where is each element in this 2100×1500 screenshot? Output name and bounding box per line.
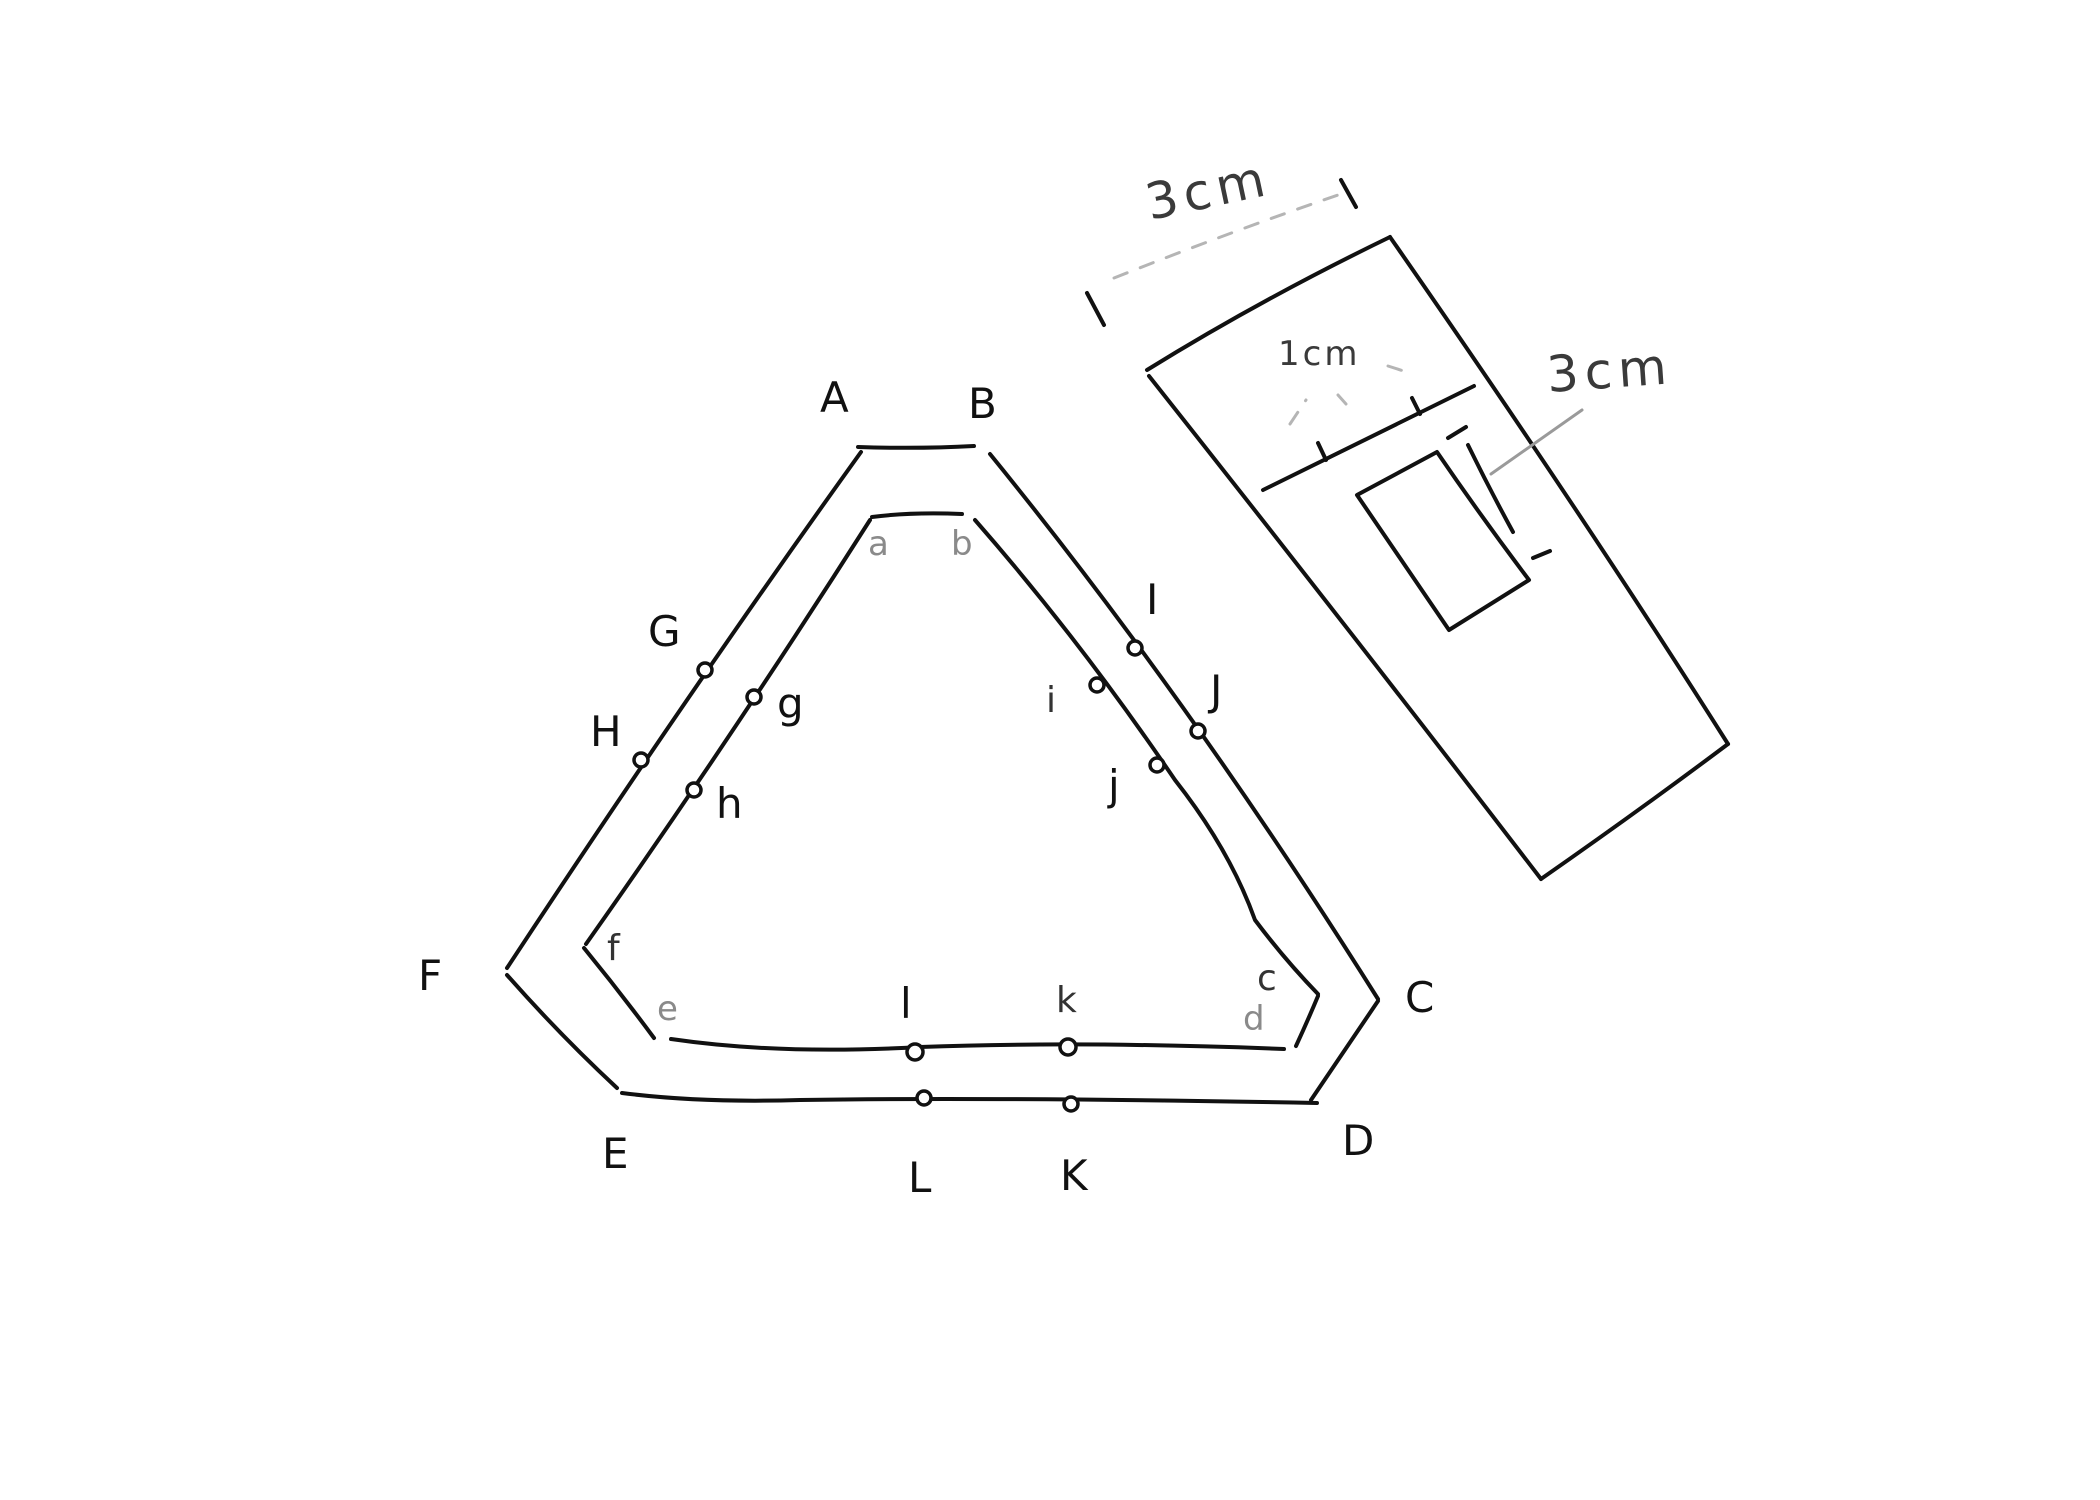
point-J [1189, 722, 1207, 740]
edge-CD [1309, 999, 1380, 1102]
edge-de [669, 1037, 1286, 1052]
label-l: l [900, 979, 912, 1028]
point-h [685, 781, 703, 799]
point-l [905, 1042, 925, 1062]
point-g [745, 688, 763, 706]
edge-BC [988, 452, 1380, 1001]
strip-width-tick-left [1085, 291, 1106, 327]
label-L: L [908, 1153, 932, 1202]
slot-width-tick-right [1410, 396, 1422, 416]
point-I [1126, 639, 1144, 657]
label-c: c [1257, 958, 1277, 999]
edge-fa [584, 518, 872, 946]
edge-DE [620, 1091, 1319, 1105]
label-F: F [418, 951, 442, 1000]
slot-width-dim-line [1261, 384, 1476, 492]
label-I: I [1146, 575, 1158, 624]
edge-cd [1294, 994, 1320, 1048]
label-d: d [1243, 999, 1265, 1039]
strip-width-dim-line [1112, 193, 1340, 280]
inner-labels: a b c d e f g h i j k l [607, 524, 1277, 1039]
edge-AB [856, 444, 976, 450]
strip-width-tick-right [1339, 178, 1358, 209]
label-b: b [951, 524, 973, 564]
point-j [1148, 756, 1166, 774]
label-e: e [657, 989, 678, 1029]
label-i: i [1046, 680, 1056, 721]
strip-left-edge [1147, 374, 1543, 881]
slot-length-tick-top [1446, 425, 1468, 440]
strip-width-label: 3cm [1140, 149, 1275, 232]
inner-frame [582, 511, 1320, 1052]
inner-points [685, 676, 1166, 1062]
label-A: A [820, 373, 849, 422]
slot-length-tick-bottom [1531, 549, 1552, 560]
point-H [632, 751, 650, 769]
label-G: G [648, 607, 681, 656]
label-J: J [1207, 666, 1222, 715]
outer-labels: A B C D E F G H I J K L [418, 373, 1434, 1202]
label-j: j [1107, 761, 1120, 810]
point-L [915, 1089, 933, 1107]
slot-length-dim-line [1466, 443, 1515, 534]
edge-EF [505, 973, 619, 1090]
label-E: E [602, 1129, 629, 1178]
outer-frame [505, 444, 1380, 1105]
slot-outline [1355, 450, 1531, 632]
point-K [1062, 1095, 1080, 1113]
edge-bc [973, 518, 1320, 996]
label-H: H [590, 707, 622, 756]
slot-length-leader [1489, 408, 1584, 476]
point-k [1058, 1037, 1078, 1057]
label-f: f [607, 928, 621, 969]
edge-ab [870, 511, 964, 519]
outer-points [632, 639, 1207, 1113]
strip-right-edge [1388, 235, 1730, 746]
strip-bottom-edge [1539, 742, 1730, 881]
label-K: K [1060, 1151, 1089, 1200]
label-k: k [1056, 980, 1077, 1021]
label-B: B [968, 379, 997, 428]
point-i [1088, 676, 1106, 694]
label-g: g [777, 679, 804, 728]
label-C: C [1405, 973, 1434, 1022]
point-G [696, 661, 714, 679]
label-h: h [716, 779, 743, 828]
slot-length-label: 3cm [1545, 337, 1675, 404]
label-D: D [1342, 1116, 1374, 1165]
slot-width-label: 1cm [1278, 334, 1360, 374]
slot-width-leader-left [1288, 398, 1308, 426]
slot-width-leader-mid [1336, 393, 1348, 406]
edge-FA [505, 450, 863, 970]
strip-with-slot: 3cm 1cm 3cm [1085, 149, 1730, 881]
label-a: a [868, 524, 889, 564]
strip-top-edge [1145, 235, 1392, 372]
edge-ef [582, 946, 656, 1040]
slot-width-leader-right [1386, 364, 1415, 376]
slot-width-tick-left [1316, 441, 1328, 462]
